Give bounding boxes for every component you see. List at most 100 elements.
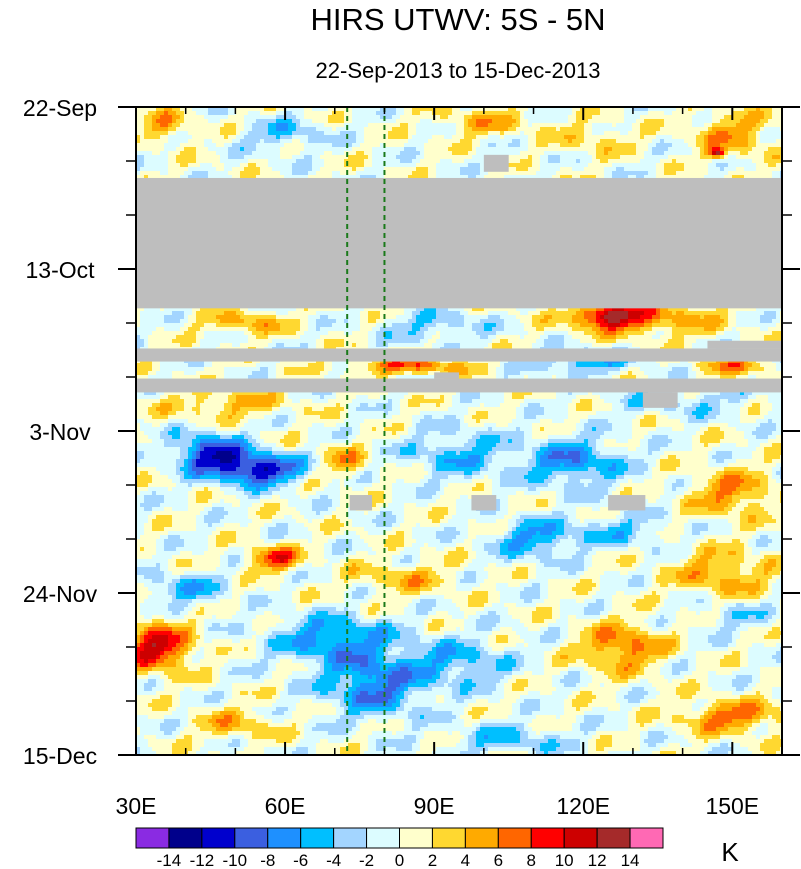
heatmap-cell [436, 139, 441, 144]
heatmap-cell [444, 167, 449, 172]
heatmap-cell [776, 163, 781, 168]
heatmap-cell [660, 143, 665, 148]
heatmap-cell [572, 127, 577, 132]
heatmap-cell [264, 107, 269, 112]
heatmap-cell [412, 167, 417, 172]
heatmap-cell [764, 111, 769, 116]
heatmap-cell [472, 163, 477, 168]
heatmap-cell [776, 131, 781, 136]
heatmap-cell [316, 127, 321, 132]
heatmap-cell [136, 135, 141, 140]
heatmap-cell [588, 143, 593, 148]
heatmap-cell [496, 175, 501, 180]
heatmap-cell [492, 151, 497, 156]
heatmap-cell [388, 119, 393, 124]
heatmap-cell [164, 167, 169, 172]
heatmap-cell [432, 139, 437, 144]
heatmap-cell [768, 159, 773, 164]
heatmap-cell [456, 127, 461, 132]
heatmap-cell [736, 131, 741, 136]
heatmap-cell [304, 147, 309, 152]
heatmap-cell [712, 131, 717, 136]
heatmap-cell [744, 151, 749, 156]
heatmap-cell [652, 143, 657, 148]
heatmap-cell [508, 131, 513, 136]
heatmap-cell [168, 159, 173, 164]
heatmap-cell [624, 159, 629, 164]
heatmap-cell [400, 135, 405, 140]
heatmap-cell [664, 123, 669, 128]
heatmap-cell [176, 139, 181, 144]
heatmap-cell [472, 139, 477, 144]
heatmap-cell [432, 175, 437, 180]
heatmap-cell [364, 135, 369, 140]
heatmap-cell [200, 155, 205, 160]
heatmap-cell [452, 123, 457, 128]
heatmap-cell [596, 107, 601, 112]
heatmap-cell [188, 167, 193, 172]
heatmap-cell [156, 139, 161, 144]
heatmap-cell [444, 159, 449, 164]
heatmap-cell [632, 131, 637, 136]
heatmap-cell [364, 115, 369, 120]
heatmap-cell [612, 171, 617, 176]
heatmap-cell [212, 111, 217, 116]
heatmap-cell [644, 107, 649, 112]
heatmap-cell [740, 143, 745, 148]
heatmap-cell [212, 147, 217, 152]
heatmap-cell [668, 115, 673, 120]
heatmap-cell [512, 167, 517, 172]
heatmap-cell [208, 115, 213, 120]
heatmap-cell [364, 151, 369, 156]
heatmap-cell [692, 139, 697, 144]
heatmap-cell [648, 143, 653, 148]
heatmap-cell [516, 163, 521, 168]
heatmap-cell [752, 111, 757, 116]
heatmap-cell [768, 175, 773, 180]
heatmap-cell [316, 131, 321, 136]
heatmap-cell [652, 147, 657, 152]
heatmap-cell [572, 171, 577, 176]
heatmap-cell [316, 123, 321, 128]
heatmap-cell [612, 115, 617, 120]
heatmap-cell [728, 143, 733, 148]
heatmap-cell [432, 163, 437, 168]
heatmap-cell [224, 131, 229, 136]
heatmap-cell [548, 115, 553, 120]
heatmap-cell [168, 143, 173, 148]
heatmap-cell [656, 107, 661, 112]
heatmap-cell [568, 111, 573, 116]
heatmap-cell [720, 135, 725, 140]
heatmap-cell [516, 139, 521, 144]
heatmap-cell [188, 171, 193, 176]
heatmap-cell [588, 175, 593, 180]
heatmap-cell [568, 171, 573, 176]
heatmap-cell [768, 127, 773, 132]
heatmap-cell [280, 139, 285, 144]
heatmap-cell [348, 163, 353, 168]
heatmap-cell [584, 123, 589, 128]
heatmap-cell [624, 175, 629, 180]
heatmap-cell [440, 147, 445, 152]
heatmap-cell [688, 111, 693, 116]
heatmap-cell [648, 107, 653, 112]
heatmap-cell [604, 111, 609, 116]
heatmap-cell [168, 111, 173, 116]
heatmap-cell [312, 107, 317, 112]
heatmap-cell [396, 123, 401, 128]
heatmap-cell [432, 127, 437, 132]
heatmap-cell [668, 127, 673, 132]
heatmap-cell [724, 119, 729, 124]
heatmap-cell [224, 139, 229, 144]
heatmap-cell [308, 131, 313, 136]
heatmap-cell [436, 159, 441, 164]
heatmap-cell [172, 151, 177, 156]
heatmap-cell [588, 115, 593, 120]
heatmap-cell [648, 139, 653, 144]
heatmap-cell [652, 127, 657, 132]
heatmap-cell [600, 119, 605, 124]
heatmap-cell [236, 155, 241, 160]
heatmap-cell [436, 131, 441, 136]
heatmap-cell [256, 119, 261, 124]
heatmap-cell [524, 167, 529, 172]
